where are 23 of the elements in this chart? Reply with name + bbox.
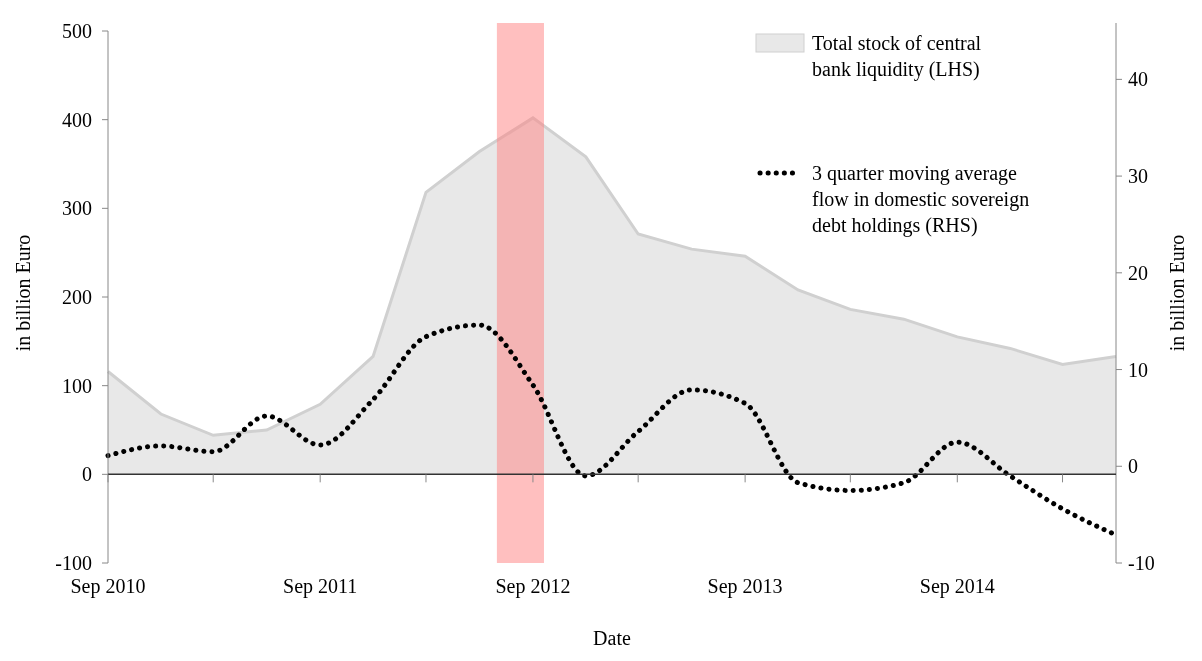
y-tick-label: 200 <box>62 286 92 308</box>
legend-label: 3 quarter moving average flow in domestic sovereign debt holdings (RHS) <box>812 162 1030 237</box>
x-tick-label: Sep 2014 <box>919 575 995 598</box>
y2-tick-label: 20 <box>1128 261 1148 284</box>
x-tick-label: Sep 2010 <box>70 575 146 598</box>
y-tick-label: -100 <box>55 552 92 574</box>
y-tick-label: 500 <box>62 20 92 42</box>
y-tick-label: 0 <box>82 463 92 486</box>
y-axis-title: in billion Euro <box>12 234 34 352</box>
y2-tick-label: 10 <box>1128 358 1148 381</box>
x-axis-title: Date <box>593 627 631 649</box>
y-tick-label: 400 <box>62 108 92 131</box>
y2-tick-label: 40 <box>1128 68 1148 91</box>
y-tick-label: 300 <box>62 197 92 220</box>
y2-tick-label: 0 <box>1128 455 1138 478</box>
x-tick-label: Sep 2012 <box>495 575 571 598</box>
y2-tick-label: 30 <box>1128 165 1148 188</box>
y2-tick-label: -10 <box>1128 552 1155 574</box>
x-tick-label: Sep 2011 <box>283 575 358 598</box>
legend-label: Total stock of central bank liquidity (LHS) <box>812 32 982 81</box>
y-tick-label: 100 <box>62 374 92 397</box>
x-tick-label: Sep 2013 <box>707 575 783 598</box>
y2-axis-title: in billion Euro <box>1166 234 1188 352</box>
